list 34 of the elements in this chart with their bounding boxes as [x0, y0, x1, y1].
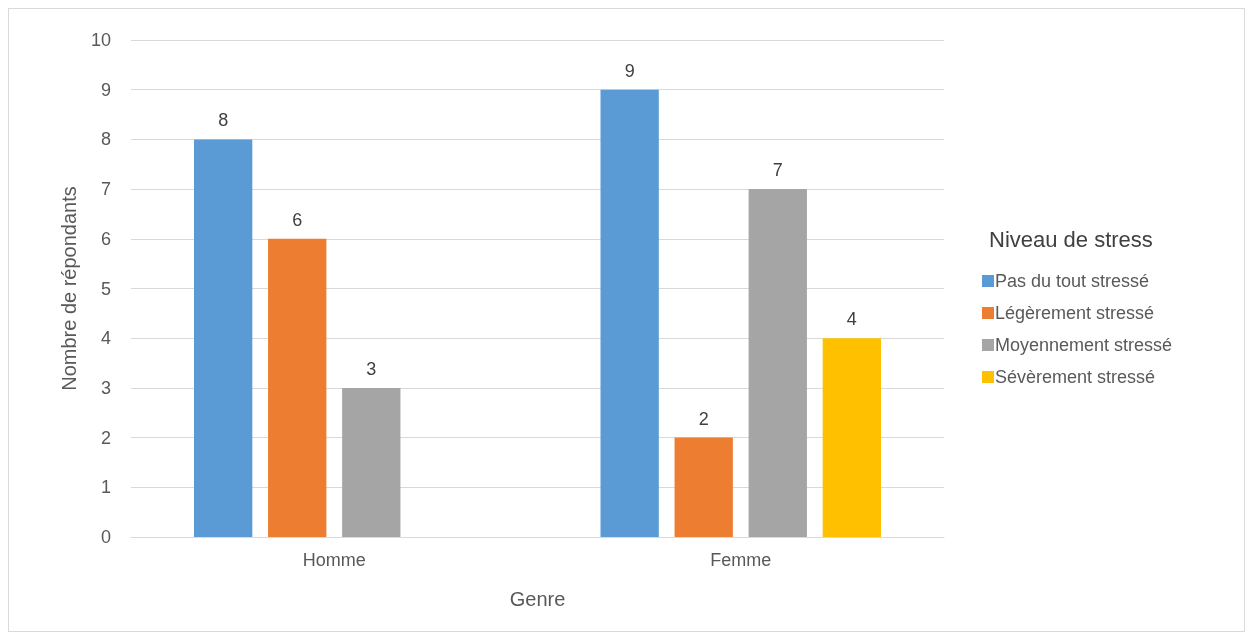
y-tick-label: 1 — [100, 477, 111, 498]
legend-label: Moyennement stressé — [995, 335, 1173, 355]
y-tick-label: 7 — [100, 179, 111, 200]
x-tick-label: Homme — [302, 550, 366, 570]
data-label: 2 — [698, 408, 709, 429]
legend-label: Légèrement stressé — [995, 303, 1155, 323]
x-tick-label: Femme — [710, 550, 772, 570]
bar — [822, 338, 881, 537]
y-tick-label: 5 — [100, 278, 111, 299]
y-tick-label: 2 — [100, 427, 111, 448]
data-label: 4 — [846, 309, 857, 330]
bar — [600, 89, 659, 537]
data-label: 9 — [624, 60, 635, 81]
bar — [194, 139, 253, 537]
data-label: 7 — [772, 160, 783, 181]
y-tick-label: 8 — [100, 129, 111, 150]
bar — [342, 387, 401, 537]
y-axis-title: Nombre de répondants — [58, 186, 80, 391]
legend-title: Niveau de stress — [989, 226, 1153, 252]
legend-label: Sévèrement stressé — [995, 367, 1156, 387]
y-tick-label: 9 — [100, 79, 111, 100]
y-tick-label: 3 — [100, 377, 111, 398]
data-label: 3 — [366, 358, 377, 379]
y-tick-label: 10 — [90, 30, 111, 50]
y-tick-label: 0 — [100, 527, 111, 547]
legend-label: Pas du tout stressé — [995, 271, 1150, 291]
y-tick-label: 4 — [100, 328, 111, 349]
data-label: 8 — [218, 110, 229, 131]
bar — [674, 437, 733, 537]
x-axis-title: Genre — [509, 588, 566, 610]
data-label: 6 — [292, 209, 303, 230]
bar — [748, 189, 807, 537]
y-tick-label: 6 — [100, 228, 111, 249]
bar — [268, 238, 327, 537]
